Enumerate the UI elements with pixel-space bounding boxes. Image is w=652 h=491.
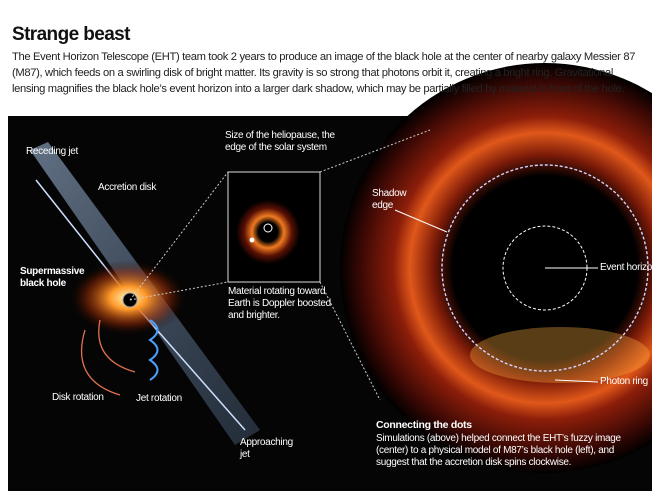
page: Strange beast The Event Horizon Telescop… (0, 0, 652, 491)
note-body: Simulations (above) helped connect the E… (376, 433, 648, 469)
label: Photon ring (600, 376, 648, 388)
title: Strange beast (12, 24, 130, 46)
label: Supermassive black hole (20, 266, 90, 290)
label: Size of the heliopause, the edge of the … (225, 130, 345, 154)
label: Jet rotation (136, 393, 182, 405)
bright-arc (470, 327, 650, 383)
label: Material rotating toward Earth is Dopple… (228, 286, 333, 322)
label: Receding jet (26, 146, 78, 158)
label: Accretion disk (98, 182, 156, 194)
note-title: Connecting the dots (376, 419, 472, 431)
label: Shadow edge (372, 188, 412, 212)
label: Disk rotation (52, 392, 104, 404)
intro: The Event Horizon Telescope (EHT) team t… (12, 49, 648, 97)
doppler-dot (250, 238, 255, 243)
label: Event horizon (600, 262, 652, 274)
label: Approaching jet (240, 437, 290, 461)
